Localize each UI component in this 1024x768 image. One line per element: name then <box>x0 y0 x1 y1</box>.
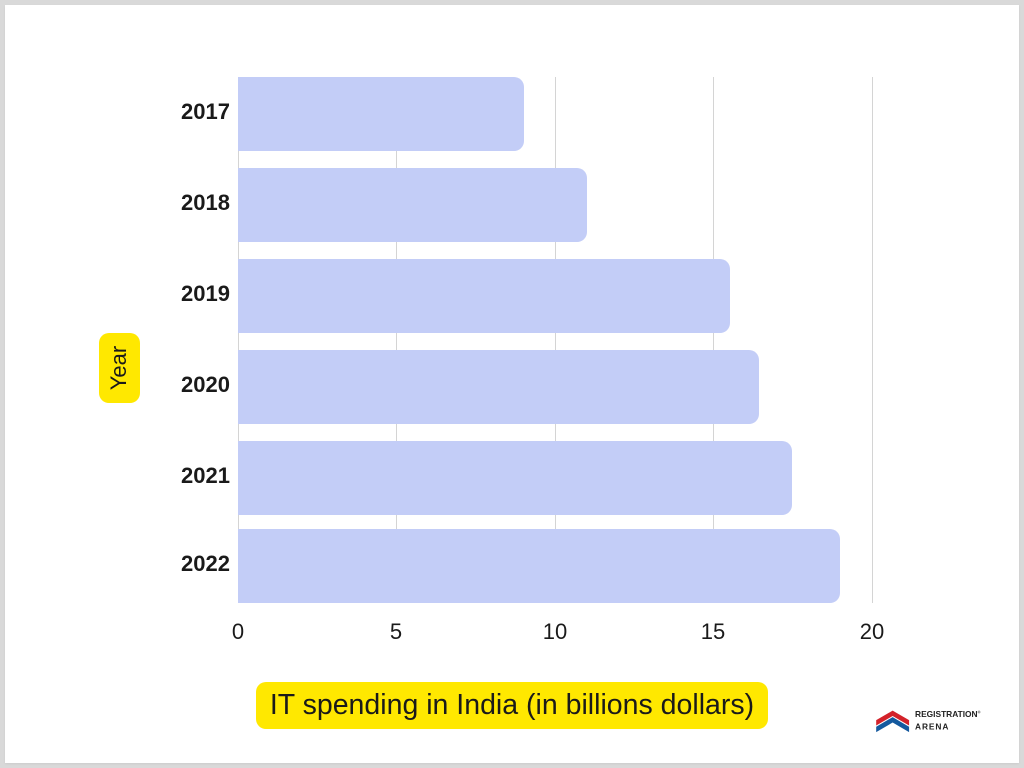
svg-text:REGISTRATION®: REGISTRATION® <box>915 709 981 719</box>
svg-text:ARENA: ARENA <box>915 722 949 732</box>
